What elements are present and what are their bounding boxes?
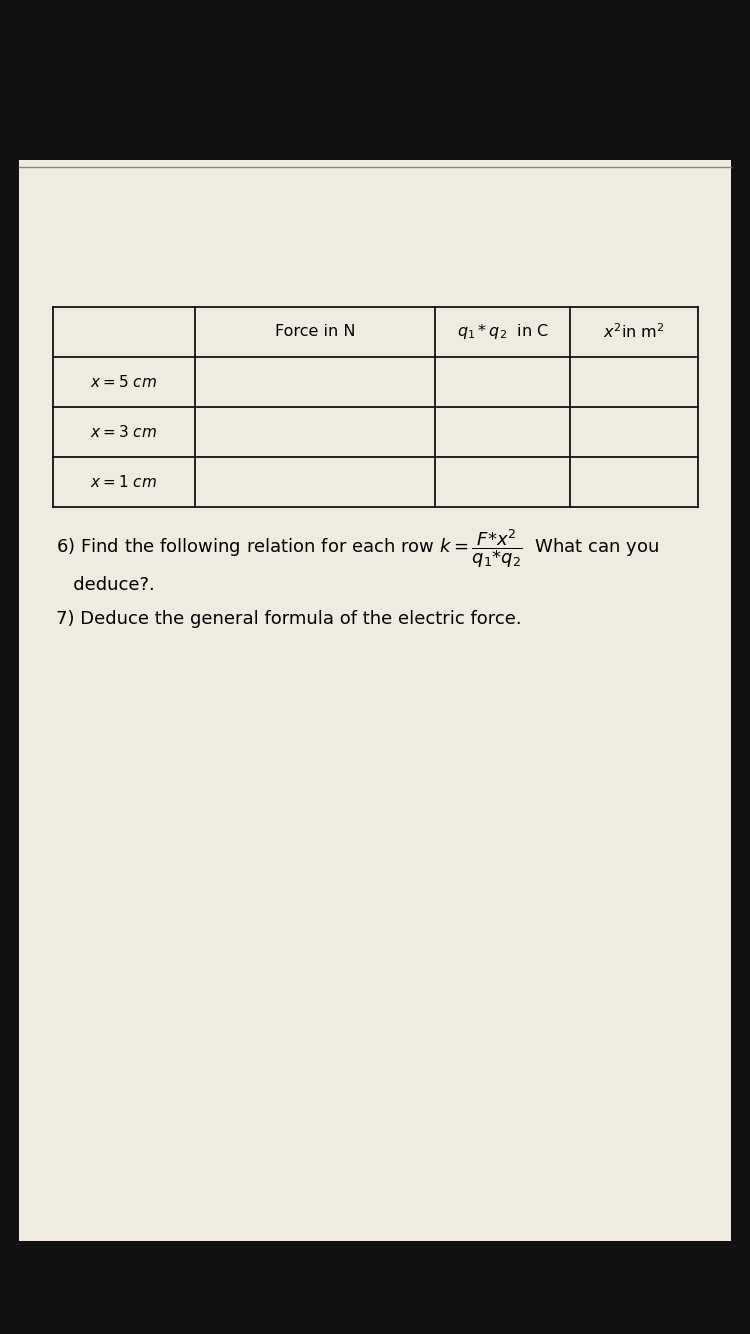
Text: 6) Find the following relation for each row $k = \dfrac{F{*}x^2}{q_1{*}q_2}$  Wh: 6) Find the following relation for each … xyxy=(56,527,659,570)
Text: $x^2$in m$^2$: $x^2$in m$^2$ xyxy=(603,323,664,342)
Bar xyxy=(19,160,731,1241)
Text: $x = 1$ cm: $x = 1$ cm xyxy=(90,474,158,490)
Text: $x = 5$ cm: $x = 5$ cm xyxy=(90,374,158,390)
Text: $q_1 * q_2$  in C: $q_1 * q_2$ in C xyxy=(457,323,548,342)
Text: Force in N: Force in N xyxy=(274,324,356,339)
Text: 7) Deduce the general formula of the electric force.: 7) Deduce the general formula of the ele… xyxy=(56,610,522,627)
Text: deduce?.: deduce?. xyxy=(56,576,155,594)
Text: $x = 3$ cm: $x = 3$ cm xyxy=(90,424,158,440)
